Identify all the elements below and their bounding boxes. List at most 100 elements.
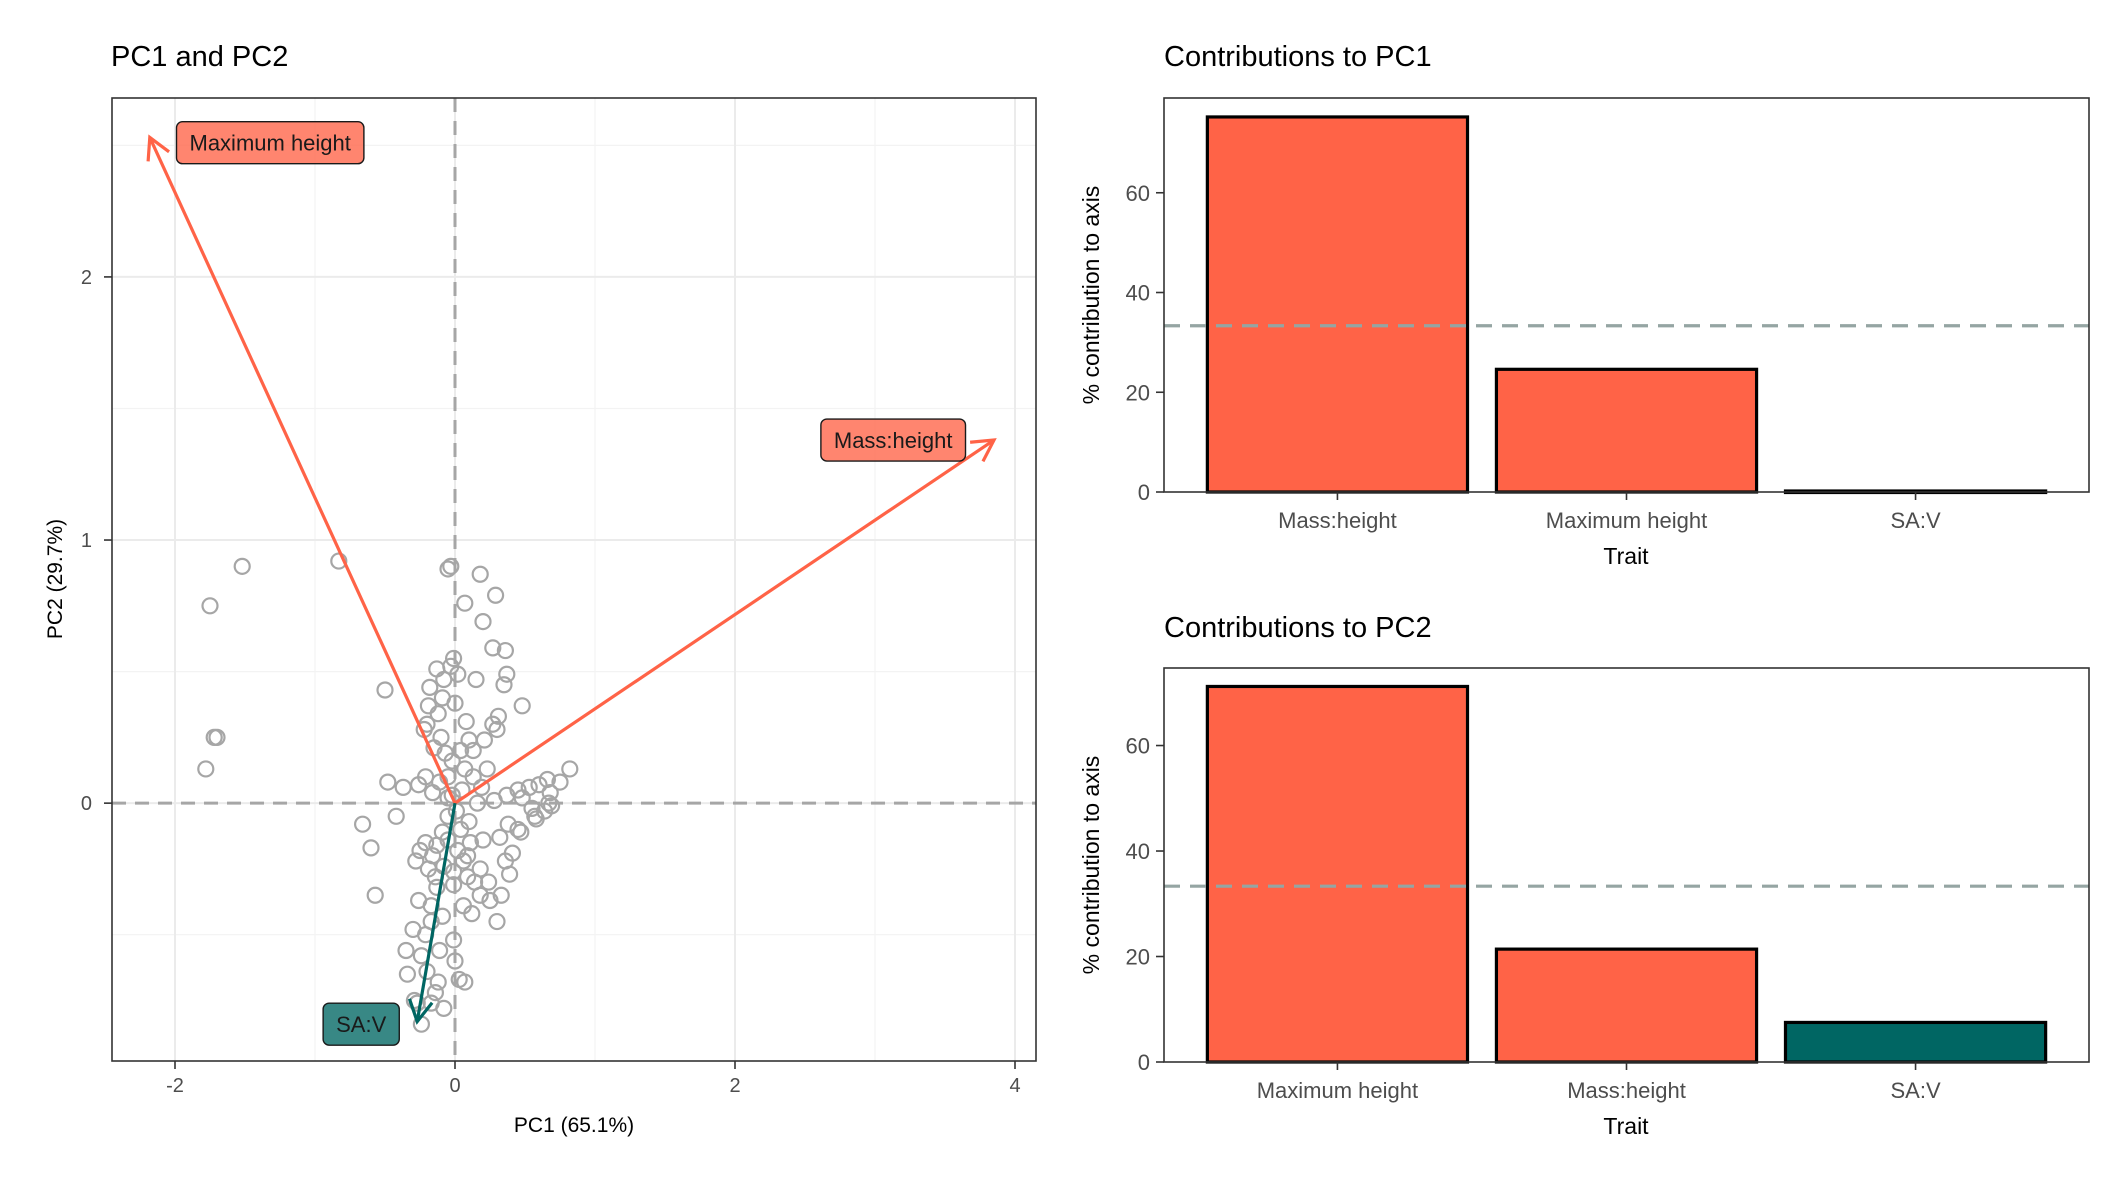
biplot-point: [523, 799, 541, 818]
biplot-point: [540, 794, 558, 812]
biplot-point: [233, 557, 251, 575]
biplot-point: [419, 697, 437, 715]
biplot-point: [387, 807, 405, 825]
c2-y-tick-label: 60: [1126, 734, 1150, 759]
contrib-pc2-title: Contributions to PC2: [1164, 612, 1432, 644]
biplot-arrow-label-text: SA:V: [336, 1012, 386, 1037]
biplot-point: [551, 773, 569, 791]
biplot-point: [424, 784, 442, 802]
c2-x-tick-label: Mass:height: [1567, 1078, 1686, 1103]
biplot-point: [429, 973, 447, 991]
biplot-point: [498, 665, 516, 683]
biplot-title: PC1 and PC2: [111, 41, 288, 73]
biplot-y-tick-label: 1: [81, 530, 92, 552]
contrib-pc2-y-axis-title: % contribution to axis: [1078, 756, 1104, 975]
biplot-arrow-label: SA:V: [322, 1002, 400, 1046]
biplot-point: [474, 831, 492, 849]
biplot-point: [354, 815, 372, 833]
biplot-panel-border: [111, 97, 1037, 1062]
biplot-point: [503, 844, 522, 862]
biplot-point: [404, 920, 422, 939]
c2-y-tick-label: 0: [1138, 1050, 1150, 1075]
biplot-grid: [112, 98, 1036, 1061]
biplot-point: [530, 776, 548, 794]
biplot-point: [410, 776, 428, 794]
c2-bar: [1205, 684, 1470, 1064]
biplot-point: [446, 952, 464, 970]
c2-y-tick-label: 20: [1126, 945, 1150, 970]
contrib-pc2-x-ticks: Maximum height Mass:height SA:V: [1257, 1062, 1941, 1103]
biplot-x-tick-label: 2: [729, 1075, 740, 1097]
biplot-point: [446, 694, 464, 712]
biplot-point: [463, 905, 481, 923]
biplot-point: [499, 815, 517, 833]
biplot-point: [456, 973, 474, 991]
biplot-point: [398, 965, 416, 983]
contrib-pc1-title: Contributions to PC1: [1164, 41, 1432, 73]
biplot-arrow-label-box: [322, 1002, 400, 1046]
c1-y-tick-label: 0: [1138, 480, 1150, 505]
biplot-x-tick-label: -2: [166, 1075, 184, 1097]
biplot-point: [435, 999, 453, 1017]
biplot-point: [473, 778, 491, 796]
biplot-point: [205, 728, 223, 746]
biplot-point: [501, 865, 519, 883]
biplot-x-tick-label: 4: [1009, 1075, 1020, 1097]
biplot-point: [460, 812, 478, 831]
biplot-point: [489, 707, 507, 725]
biplot-point: [488, 720, 506, 739]
biplot-point: [496, 641, 514, 660]
biplot-point: [366, 886, 384, 904]
c1-x-tick-label: Maximum height: [1546, 508, 1707, 533]
contrib-pc1-bars: [1205, 115, 2048, 495]
biplot-point: [478, 760, 496, 778]
biplot-point: [471, 886, 489, 904]
biplot-point: [467, 670, 485, 689]
contrib-pc1-panel: Contributions to PC1 Mass:height Maximum …: [1078, 41, 2090, 569]
biplot-point: [454, 852, 472, 870]
biplot-point: [445, 649, 463, 668]
biplot-arrow-label-text: Mass:height: [834, 428, 953, 453]
biplot-point: [426, 983, 444, 1002]
c2-x-tick-label: Maximum height: [1257, 1078, 1418, 1103]
c2-bar: [1494, 947, 1759, 1064]
biplot-arrow-shaft: [454, 438, 995, 805]
biplot-x-axis-title: PC1 (65.1%): [514, 1114, 634, 1137]
biplot-point: [443, 786, 461, 804]
contrib-pc1-y-axis-title: % contribution to axis: [1078, 186, 1104, 405]
biplot-point: [509, 820, 527, 839]
biplot-x-tick-label: 0: [449, 1075, 460, 1097]
biplot-point: [474, 612, 492, 631]
biplot-arrow-label: Maximum height: [175, 121, 365, 165]
contrib-pc1-x-axis-title: Trait: [1603, 543, 1649, 569]
biplot-point: [439, 807, 457, 825]
biplot-arrow-head: [969, 438, 997, 463]
biplot-y-axis-title: PC2 (29.7%): [44, 519, 67, 639]
biplot-point: [449, 841, 467, 860]
biplot-point: [520, 778, 538, 796]
biplot-y-ticks: 0 1 2: [81, 267, 112, 815]
c1-bar: [1494, 367, 1759, 494]
biplot-point: [457, 712, 475, 731]
biplot-point: [376, 681, 394, 699]
biplot-point: [459, 847, 477, 865]
biplot-point: [475, 731, 493, 749]
biplot-point: [443, 752, 461, 770]
biplot-point: [542, 797, 561, 815]
biplot-point: [495, 676, 513, 694]
biplot-point: [439, 560, 457, 578]
biplot-point: [197, 760, 215, 778]
biplot-arrow-shaft: [148, 136, 457, 804]
biplot-arrow-label: Mass:height: [820, 418, 967, 462]
biplot-point: [456, 594, 474, 612]
biplot-point: [445, 876, 463, 894]
biplot-point: [407, 852, 425, 870]
biplot-point: [431, 941, 449, 960]
contrib-pc2-y-ticks: 0 20 40 60: [1126, 734, 1164, 1075]
biplot-point: [397, 941, 415, 960]
biplot-point: [201, 597, 219, 615]
biplot-point: [488, 912, 506, 931]
biplot-y-tick-label: 2: [81, 267, 92, 289]
biplot-point: [330, 552, 348, 570]
